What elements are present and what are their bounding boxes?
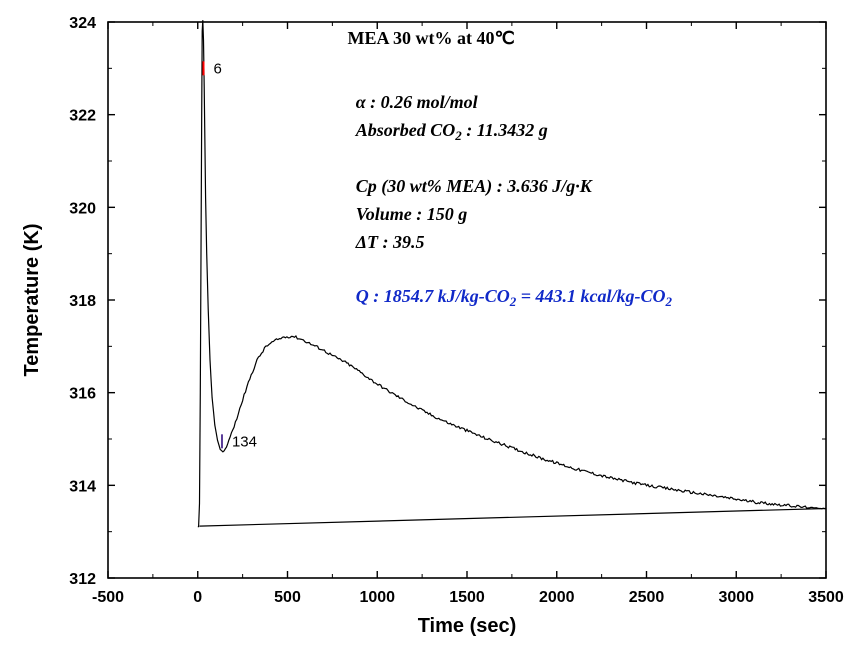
x-tick-label: 2500 xyxy=(629,589,665,606)
annotation-Q: Q : 1854.7 kJ/kg-CO2 = 443.1 kcal/kg-CO2 xyxy=(356,286,673,309)
marker-134-label: 134 xyxy=(232,433,257,450)
x-tick-label: -500 xyxy=(92,589,124,606)
marker-6-label: 6 xyxy=(213,60,221,77)
x-tick-label: 1000 xyxy=(359,589,395,606)
y-axis-label: Temperature (K) xyxy=(21,224,43,377)
x-tick-label: 2000 xyxy=(539,589,575,606)
x-tick-label: 3500 xyxy=(808,589,844,606)
annotation-deltaT: ΔT : 39.5 xyxy=(355,232,425,252)
y-tick-label: 316 xyxy=(69,386,96,403)
y-tick-label: 314 xyxy=(69,478,96,495)
annotation-cp: Cp (30 wt% MEA) : 3.636 J/g·K xyxy=(356,176,594,197)
chart-title: MEA 30 wt% at 40℃ xyxy=(347,28,514,48)
y-tick-label: 318 xyxy=(69,293,96,310)
x-tick-label: 500 xyxy=(274,589,301,606)
temperature-trace xyxy=(198,20,826,527)
annotation-volume: Volume : 150 g xyxy=(356,204,468,224)
x-tick-label: 0 xyxy=(193,589,202,606)
annotation-absco2: Absorbed CO2 : 11.3432 g xyxy=(355,120,548,143)
y-tick-label: 322 xyxy=(69,108,96,125)
y-tick-label: 320 xyxy=(69,200,96,217)
baseline xyxy=(200,509,826,527)
chart-container: -500 0 500 1000 1500 2000 2500 3000 3500 312 314 31… xyxy=(0,0,856,654)
annotation-alpha: α : 0.26 mol/mol xyxy=(356,92,478,112)
y-tick-label: 324 xyxy=(69,15,96,32)
y-tick-label: 312 xyxy=(69,571,96,588)
x-tick-label: 1500 xyxy=(449,589,485,606)
temperature-chart: -500 0 500 1000 1500 2000 2500 3000 3500 312 314 31… xyxy=(0,0,856,654)
x-tick-label: 3000 xyxy=(718,589,754,606)
x-axis-label: Time (sec) xyxy=(418,615,517,637)
